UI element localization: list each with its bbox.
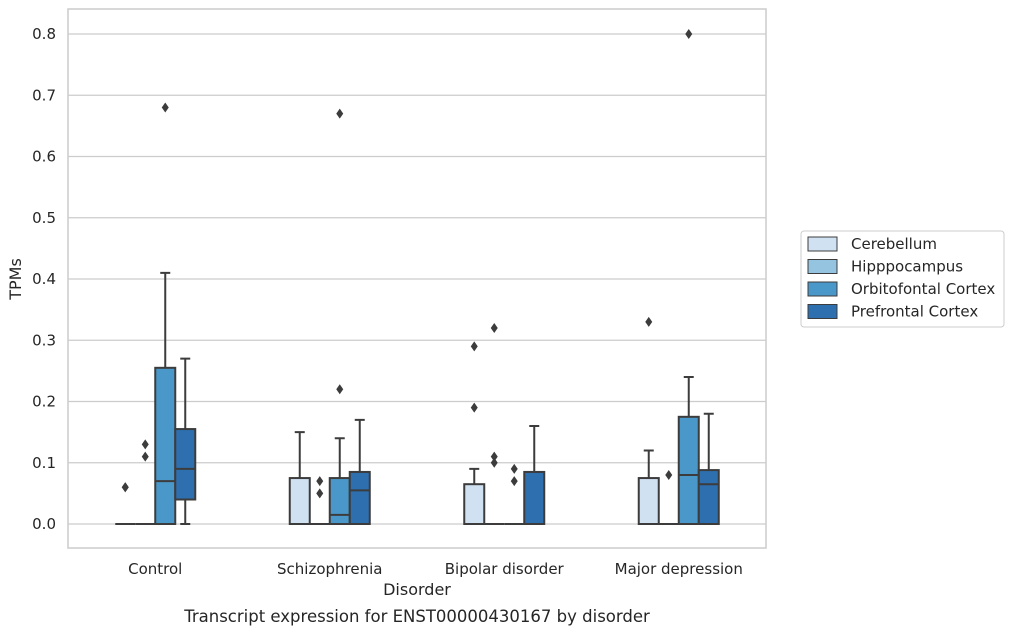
x-tick-label: Bipolar disorder bbox=[445, 560, 565, 578]
outlier-marker bbox=[141, 439, 149, 450]
box-body bbox=[174, 428, 197, 501]
box-body bbox=[328, 477, 351, 525]
box-orbitofontal-cortex bbox=[328, 108, 351, 525]
outlier-marker bbox=[510, 476, 518, 487]
figure-caption: Transcript expression for ENST0000043016… bbox=[183, 607, 650, 626]
outlier-marker bbox=[336, 108, 344, 119]
box-body bbox=[697, 469, 720, 526]
y-tick-label: 0.3 bbox=[32, 331, 56, 349]
outlier-marker bbox=[470, 402, 478, 413]
outlier-marker bbox=[490, 451, 498, 462]
outlier-marker bbox=[121, 482, 129, 493]
outlier-marker bbox=[490, 457, 498, 468]
y-tick-label: 0.2 bbox=[32, 393, 56, 411]
box-body bbox=[348, 470, 371, 525]
box-cerebellum bbox=[288, 431, 311, 525]
outlier-marker bbox=[316, 488, 324, 499]
y-tick-labels: 0.0 0.1 0.2 0.3 0.4 0.5 0.6 0.7 0.8 bbox=[32, 25, 56, 533]
box-body bbox=[637, 477, 660, 525]
legend-label: Hipppocampus bbox=[851, 258, 963, 276]
outlier-marker bbox=[336, 384, 344, 395]
box-body bbox=[523, 470, 546, 525]
x-tick-label: Schizophrenia bbox=[277, 560, 382, 578]
outlier-marker bbox=[665, 470, 673, 480]
legend-label: Orbitofontal Cortex bbox=[851, 280, 995, 298]
legend-frame bbox=[800, 230, 1005, 328]
x-tick-labels: Control Schizophrenia Bipolar disorder Majo… bbox=[128, 560, 743, 578]
legend: Cerebellum Hipppocampus Orbitofontal Corte… bbox=[800, 230, 1005, 328]
legend-label: Prefrontal Cortex bbox=[851, 303, 978, 321]
y-tick-label: 0.7 bbox=[32, 86, 56, 104]
box-hipppocampus bbox=[309, 476, 330, 525]
y-tick-label: 0.4 bbox=[32, 270, 56, 288]
box-hipppocampus bbox=[135, 439, 156, 525]
x-axis-title: Disorder bbox=[383, 580, 451, 599]
box-orbitofontal-cortex bbox=[504, 463, 525, 525]
box-prefrontal-cortex bbox=[523, 425, 546, 525]
box-body bbox=[154, 366, 177, 525]
y-tick-label: 0.6 bbox=[32, 148, 56, 166]
y-tick-label: 0.0 bbox=[32, 515, 56, 533]
outlier-marker bbox=[685, 29, 693, 39]
y-tick-label: 0.8 bbox=[32, 25, 56, 43]
outlier-marker bbox=[645, 316, 653, 327]
y-axis-title: TPMs bbox=[6, 258, 25, 301]
outlier-marker bbox=[490, 323, 498, 333]
legend-swatch bbox=[807, 259, 838, 274]
box-cerebellum bbox=[463, 341, 486, 525]
box-body bbox=[677, 415, 700, 525]
outlier-marker bbox=[141, 451, 149, 462]
box-prefrontal-cortex bbox=[697, 412, 720, 526]
legend-swatch bbox=[807, 281, 838, 297]
box-cerebellum bbox=[115, 482, 136, 525]
plot-frame bbox=[67, 8, 767, 549]
box-hipppocampus bbox=[658, 470, 679, 525]
box-cerebellum bbox=[637, 316, 660, 525]
box-prefrontal-cortex bbox=[348, 418, 371, 525]
x-tick-label: Major depression bbox=[615, 560, 743, 578]
box-body bbox=[463, 483, 486, 525]
legend-swatch bbox=[807, 236, 838, 252]
box-body bbox=[288, 477, 311, 525]
y-tick-label: 0.1 bbox=[32, 454, 56, 472]
box-hipppocampus bbox=[484, 323, 505, 525]
box-prefrontal-cortex bbox=[174, 357, 197, 525]
outlier-marker bbox=[161, 102, 169, 113]
x-tick-label: Control bbox=[128, 560, 182, 578]
box-orbitofontal-cortex bbox=[154, 102, 177, 525]
box-orbitofontal-cortex bbox=[677, 29, 700, 525]
outlier-marker bbox=[470, 341, 478, 352]
legend-swatch bbox=[807, 304, 838, 319]
outlier-marker bbox=[510, 463, 518, 474]
legend-label: Cerebellum bbox=[851, 235, 937, 253]
y-tick-label: 0.5 bbox=[32, 209, 56, 227]
outlier-marker bbox=[316, 476, 324, 487]
box-series bbox=[115, 29, 720, 526]
